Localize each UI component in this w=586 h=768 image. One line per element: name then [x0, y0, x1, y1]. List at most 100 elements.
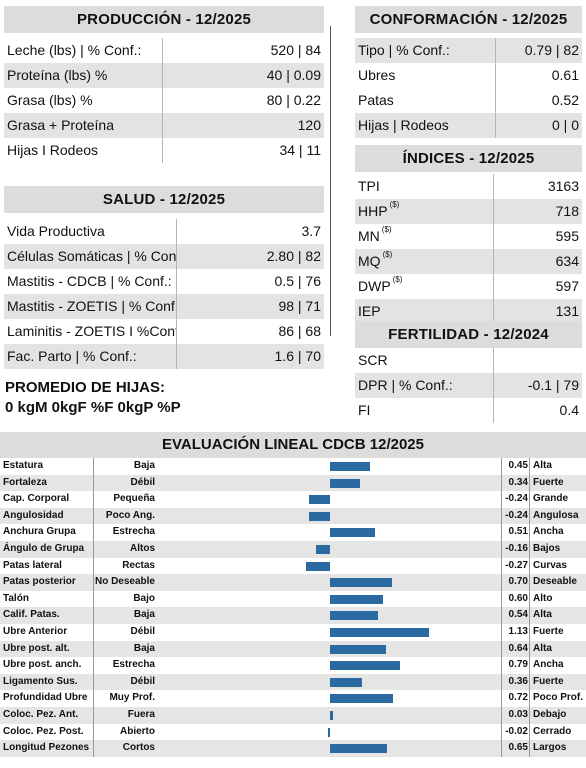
lineal-bar-area [160, 690, 496, 707]
lineal-low-label: Cortos [93, 740, 155, 757]
produccion-label-text: Grasa (lbs) % [7, 92, 93, 108]
lineal-bar-area [160, 657, 496, 674]
lineal-low-label: Bajo [93, 590, 155, 608]
produccion-label-text: Proteína (lbs) % [7, 67, 108, 83]
indices-row-label: MN ($) [355, 224, 493, 249]
lineal-trait: Cap. Corporal [3, 493, 70, 505]
lineal-value: 0.36 [501, 673, 529, 691]
indices-label-text: MN [358, 228, 380, 244]
salud-row-label: Laminitis - ZOETIS I %Conf.: [4, 319, 176, 344]
salud-row-value: 0.5 | 76 [176, 269, 324, 294]
lineal-trait: Longitud Pezones [3, 742, 90, 754]
lineal-high-label: Angulosa [529, 507, 586, 525]
fertilidad-row-value [493, 348, 582, 373]
lineal-bar-area [160, 674, 496, 691]
indices-label-text: IEP [358, 303, 381, 319]
fertilidad-row: FI 0.4 [355, 398, 582, 423]
lineal-value: 0.79 [501, 657, 529, 674]
lineal-bar [330, 611, 378, 621]
lineal-high-label: Cerrado [529, 723, 586, 741]
fertilidad-row-label: FI [355, 398, 493, 423]
fertilidad-row-label: SCR [355, 348, 493, 373]
lineal-high-label: Deseable [529, 574, 586, 591]
lineal-trait: Estatura [3, 460, 44, 471]
conformacion-rows: Tipo | % Conf.: 0.79 | 82 Ubres 0.61 Patas 0.… [355, 38, 582, 138]
lineal-bar-area [160, 475, 496, 492]
produccion-row-value: 80 | 0.22 [162, 88, 324, 113]
lineal-row: Fortaleza Débil 0.34 Fuerte [0, 474, 586, 492]
lineal-bar [330, 627, 430, 637]
indices-title: ÍNDICES - 12/2025 [355, 145, 582, 172]
fertilidad-row: DPR | % Conf.: -0.1 | 79 [355, 373, 582, 398]
salud-label-text: Células Somáticas | % Conf.: [7, 248, 176, 264]
lineal-trait: Profundidad Ubre [3, 692, 88, 704]
lineal-row: Patas lateral Rectas -0.27 Curvas [0, 557, 586, 575]
lineal-bar [330, 744, 388, 754]
indices-row-label: DWP ($) [355, 274, 493, 299]
lineal-bar [308, 511, 330, 521]
lineal-bar-area [160, 624, 496, 641]
lineal-bar [308, 495, 330, 505]
lineal-high-label: Ancha [529, 657, 586, 674]
produccion-row-value: 520 | 84 [162, 38, 324, 63]
indices-row: MN ($) 595 [355, 224, 582, 249]
lineal-row: Profundidad Ubre Muy Prof. 0.72 Poco Prof. [0, 690, 586, 707]
indices-label-sup: ($) [389, 200, 400, 209]
salud-row-label: Vida Productiva [4, 219, 176, 244]
lineal-value: -0.16 [501, 540, 529, 558]
lineal-trait: Coloc. Pez. Post. [3, 725, 84, 737]
indices-row-value: 718 [493, 199, 582, 224]
lineal-value: 0.54 [501, 607, 529, 624]
conformacion-label-text: Ubres [358, 67, 396, 83]
produccion-row: Hijas I Rodeos 34 | 11 [4, 138, 324, 163]
salud-row: Laminitis - ZOETIS I %Conf.: 86 | 68 [4, 319, 324, 344]
lineal-row: Cap. Corporal Pequeña -0.24 Grande [0, 491, 586, 508]
produccion-row-label: Leche (lbs) | % Conf.: [4, 38, 162, 63]
lineal-row: Estatura Baja 0.45 Alta [0, 458, 586, 475]
lineal-low-label: Baja [93, 607, 155, 624]
lineal-low-label: Baja [93, 458, 155, 475]
lineal-trait: Patas lateral [3, 559, 62, 571]
salud-title: SALUD - 12/2025 [4, 186, 324, 213]
lineal-value: -0.02 [501, 723, 529, 741]
indices-row: IEP 131 [355, 299, 582, 324]
produccion-row-label: Grasa + Proteína [4, 113, 162, 138]
lineal-bar [330, 578, 392, 588]
conformacion-row-value: 0 | 0 [495, 113, 582, 138]
lineal-bar-area [160, 508, 496, 525]
lineal-bar [328, 727, 331, 737]
promedio-line: 0 kgM 0kgF %F 0kgP %P [5, 399, 181, 416]
salud-panel: SALUD - 12/2025 Vida Productiva 3.7 Célula… [4, 186, 324, 369]
lineal-trait: Ubre post. alt. [3, 642, 70, 654]
lineal-value: 0.64 [501, 640, 529, 658]
lineal-low-label: Poco Ang. [93, 507, 155, 525]
conformacion-row-value: 0.52 [495, 88, 582, 113]
lineal-bar-area [160, 558, 496, 575]
lineal-high-label: Debajo [529, 706, 586, 724]
conformacion-label-text: Tipo | % Conf.: [358, 42, 450, 58]
produccion-row: Grasa (lbs) % 80 | 0.22 [4, 88, 324, 113]
lineal-trait: Coloc. Pez. Ant. [3, 708, 79, 720]
lineal-high-label: Curvas [529, 557, 586, 575]
lineal-trait: Patas posterior [3, 576, 76, 588]
lineal-value: 0.70 [501, 574, 529, 591]
promedio-hijas: PROMEDIO DE HIJAS: 0 kgM 0kgF %F 0kgP %P [5, 378, 325, 418]
lineal-low-label: Baja [93, 640, 155, 658]
salud-rows: Vida Productiva 3.7 Células Somáticas | % … [4, 219, 324, 369]
lineal-low-label: Fuera [93, 706, 155, 724]
lineal-low-label: Estrecha [93, 657, 155, 674]
lineal-trait: Ángulo de Grupa [3, 542, 85, 554]
conformacion-label-text: Patas [358, 92, 394, 108]
lineal-high-label: Fuerte [529, 623, 586, 641]
lineal-high-label: Largos [529, 740, 586, 757]
lineal-low-label: Débil [93, 474, 155, 492]
lineal-low-label: Altos [93, 540, 155, 558]
lineal-low-label: Abierto [93, 723, 155, 741]
salud-row-label: Mastitis - ZOETIS | % Conf.: [4, 294, 176, 319]
indices-label-sup: ($) [392, 275, 403, 284]
lineal-bar [330, 462, 370, 471]
lineal-row: Ubre Anterior Débil 1.13 Fuerte [0, 623, 586, 641]
lineal-bar [330, 694, 394, 704]
lineal-rows: Estatura Baja 0.45 Alta Fortaleza Débil 0.34 Fu… [0, 458, 586, 757]
lineal-bar-area [160, 607, 496, 624]
